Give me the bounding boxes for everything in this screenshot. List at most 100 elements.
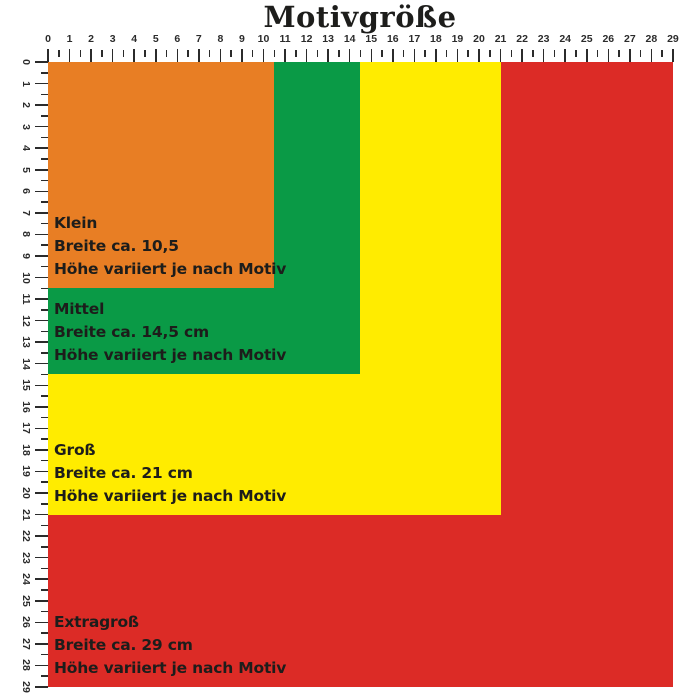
page-title: Motivgröße <box>263 0 457 34</box>
ruler-number: 0 <box>20 59 32 65</box>
ruler-tick <box>35 492 48 494</box>
ruler-tick <box>639 50 642 57</box>
ruler-tick <box>230 50 232 57</box>
ruler-number: 16 <box>20 400 32 413</box>
ruler-tick <box>316 50 319 57</box>
ruler-tick <box>618 50 620 57</box>
ruler-tick <box>532 50 534 57</box>
ruler-number: 25 <box>20 594 32 607</box>
ruler-tick <box>273 50 276 57</box>
ruler-number: 13 <box>20 336 32 348</box>
size-label-extragross: Extragroß Breite ca. 29 cm Höhe variiert… <box>54 611 286 680</box>
size-width: Breite ca. 10,5 <box>54 237 179 256</box>
ruler-tick <box>650 49 653 62</box>
ruler-tick <box>392 49 394 62</box>
ruler-tick <box>370 49 372 62</box>
ruler-tick <box>348 49 351 62</box>
ruler-tick <box>359 50 362 57</box>
ruler-number: 26 <box>602 33 615 45</box>
ruler-tick <box>672 49 674 62</box>
ruler-tick <box>41 503 48 505</box>
ruler-tick <box>35 233 48 236</box>
ruler-tick <box>35 61 48 63</box>
ruler-tick <box>435 49 437 62</box>
ruler-tick <box>58 50 60 57</box>
ruler-tick <box>155 49 157 62</box>
ruler-tick <box>467 50 469 57</box>
ruler-number: 17 <box>20 422 32 435</box>
ruler-tick <box>489 50 491 57</box>
size-name: Mittel <box>54 300 105 319</box>
ruler-number: 6 <box>174 33 181 45</box>
ruler-tick <box>35 341 48 343</box>
ruler-tick <box>41 395 48 397</box>
ruler-number: 21 <box>20 508 32 521</box>
ruler-tick <box>101 50 103 57</box>
ruler-tick <box>133 49 135 62</box>
ruler-tick <box>35 664 48 667</box>
ruler-number: 17 <box>408 33 421 45</box>
ruler-number: 3 <box>20 123 32 130</box>
ruler-tick <box>35 578 48 580</box>
ruler-tick <box>241 49 243 62</box>
ruler-tick <box>41 158 48 160</box>
ruler-tick <box>35 535 48 537</box>
ruler-number: 0 <box>45 33 51 45</box>
ruler-tick <box>35 384 48 386</box>
size-rect-klein <box>48 62 275 289</box>
ruler-number: 6 <box>20 188 32 195</box>
ruler-number: 4 <box>20 145 32 152</box>
ruler-tick <box>424 50 426 57</box>
ruler-number: 29 <box>20 681 32 693</box>
ruler-tick <box>251 50 254 57</box>
ruler-tick <box>41 610 48 613</box>
ruler-number: 2 <box>88 33 95 45</box>
ruler-tick <box>176 49 179 62</box>
size-height-note: Höhe variiert je nach Motiv <box>54 658 287 677</box>
ruler-tick <box>41 330 48 333</box>
ruler-number: 10 <box>20 271 32 284</box>
ruler-tick <box>41 265 48 268</box>
ruler-number: 22 <box>516 33 528 45</box>
ruler-tick <box>41 222 48 225</box>
ruler-number: 7 <box>20 209 32 216</box>
ruler-tick <box>35 190 48 193</box>
ruler-tick <box>305 49 308 62</box>
ruler-number: 5 <box>20 166 32 173</box>
ruler-tick <box>122 50 125 57</box>
ruler-number: 14 <box>343 33 356 45</box>
ruler-tick <box>41 481 48 483</box>
ruler-tick <box>35 362 48 365</box>
ruler-tick <box>219 49 222 62</box>
ruler-number: 26 <box>20 616 32 629</box>
ruler-number: 28 <box>645 33 658 45</box>
ruler-tick <box>575 50 577 57</box>
ruler-tick <box>35 621 48 624</box>
ruler-tick <box>35 449 48 451</box>
ruler-tick <box>47 49 49 62</box>
ruler-number: 23 <box>537 33 550 45</box>
ruler-tick <box>41 309 48 311</box>
ruler-number: 13 <box>322 33 334 45</box>
ruler-tick <box>41 72 48 74</box>
ruler-number: 8 <box>217 33 224 45</box>
ruler-tick <box>35 276 48 279</box>
ruler-tick <box>41 244 48 246</box>
ruler-tick <box>41 632 48 634</box>
ruler-tick <box>35 255 48 257</box>
ruler-number: 12 <box>20 314 32 327</box>
ruler-number: 15 <box>20 379 32 392</box>
ruler-tick <box>41 589 48 591</box>
ruler-tick <box>187 50 189 57</box>
ruler-number: 1 <box>66 33 73 45</box>
ruler-number: 7 <box>195 33 202 45</box>
ruler-number: 12 <box>300 33 313 45</box>
ruler-number: 15 <box>365 33 378 45</box>
ruler-number: 24 <box>20 573 32 586</box>
ruler-tick <box>35 556 48 559</box>
ruler-tick <box>607 49 610 62</box>
ruler-tick <box>456 49 459 62</box>
ruler-tick <box>41 287 48 290</box>
ruler-number: 11 <box>279 33 291 45</box>
size-label-klein: Klein Breite ca. 10,5 Höhe variiert je n… <box>54 212 286 281</box>
